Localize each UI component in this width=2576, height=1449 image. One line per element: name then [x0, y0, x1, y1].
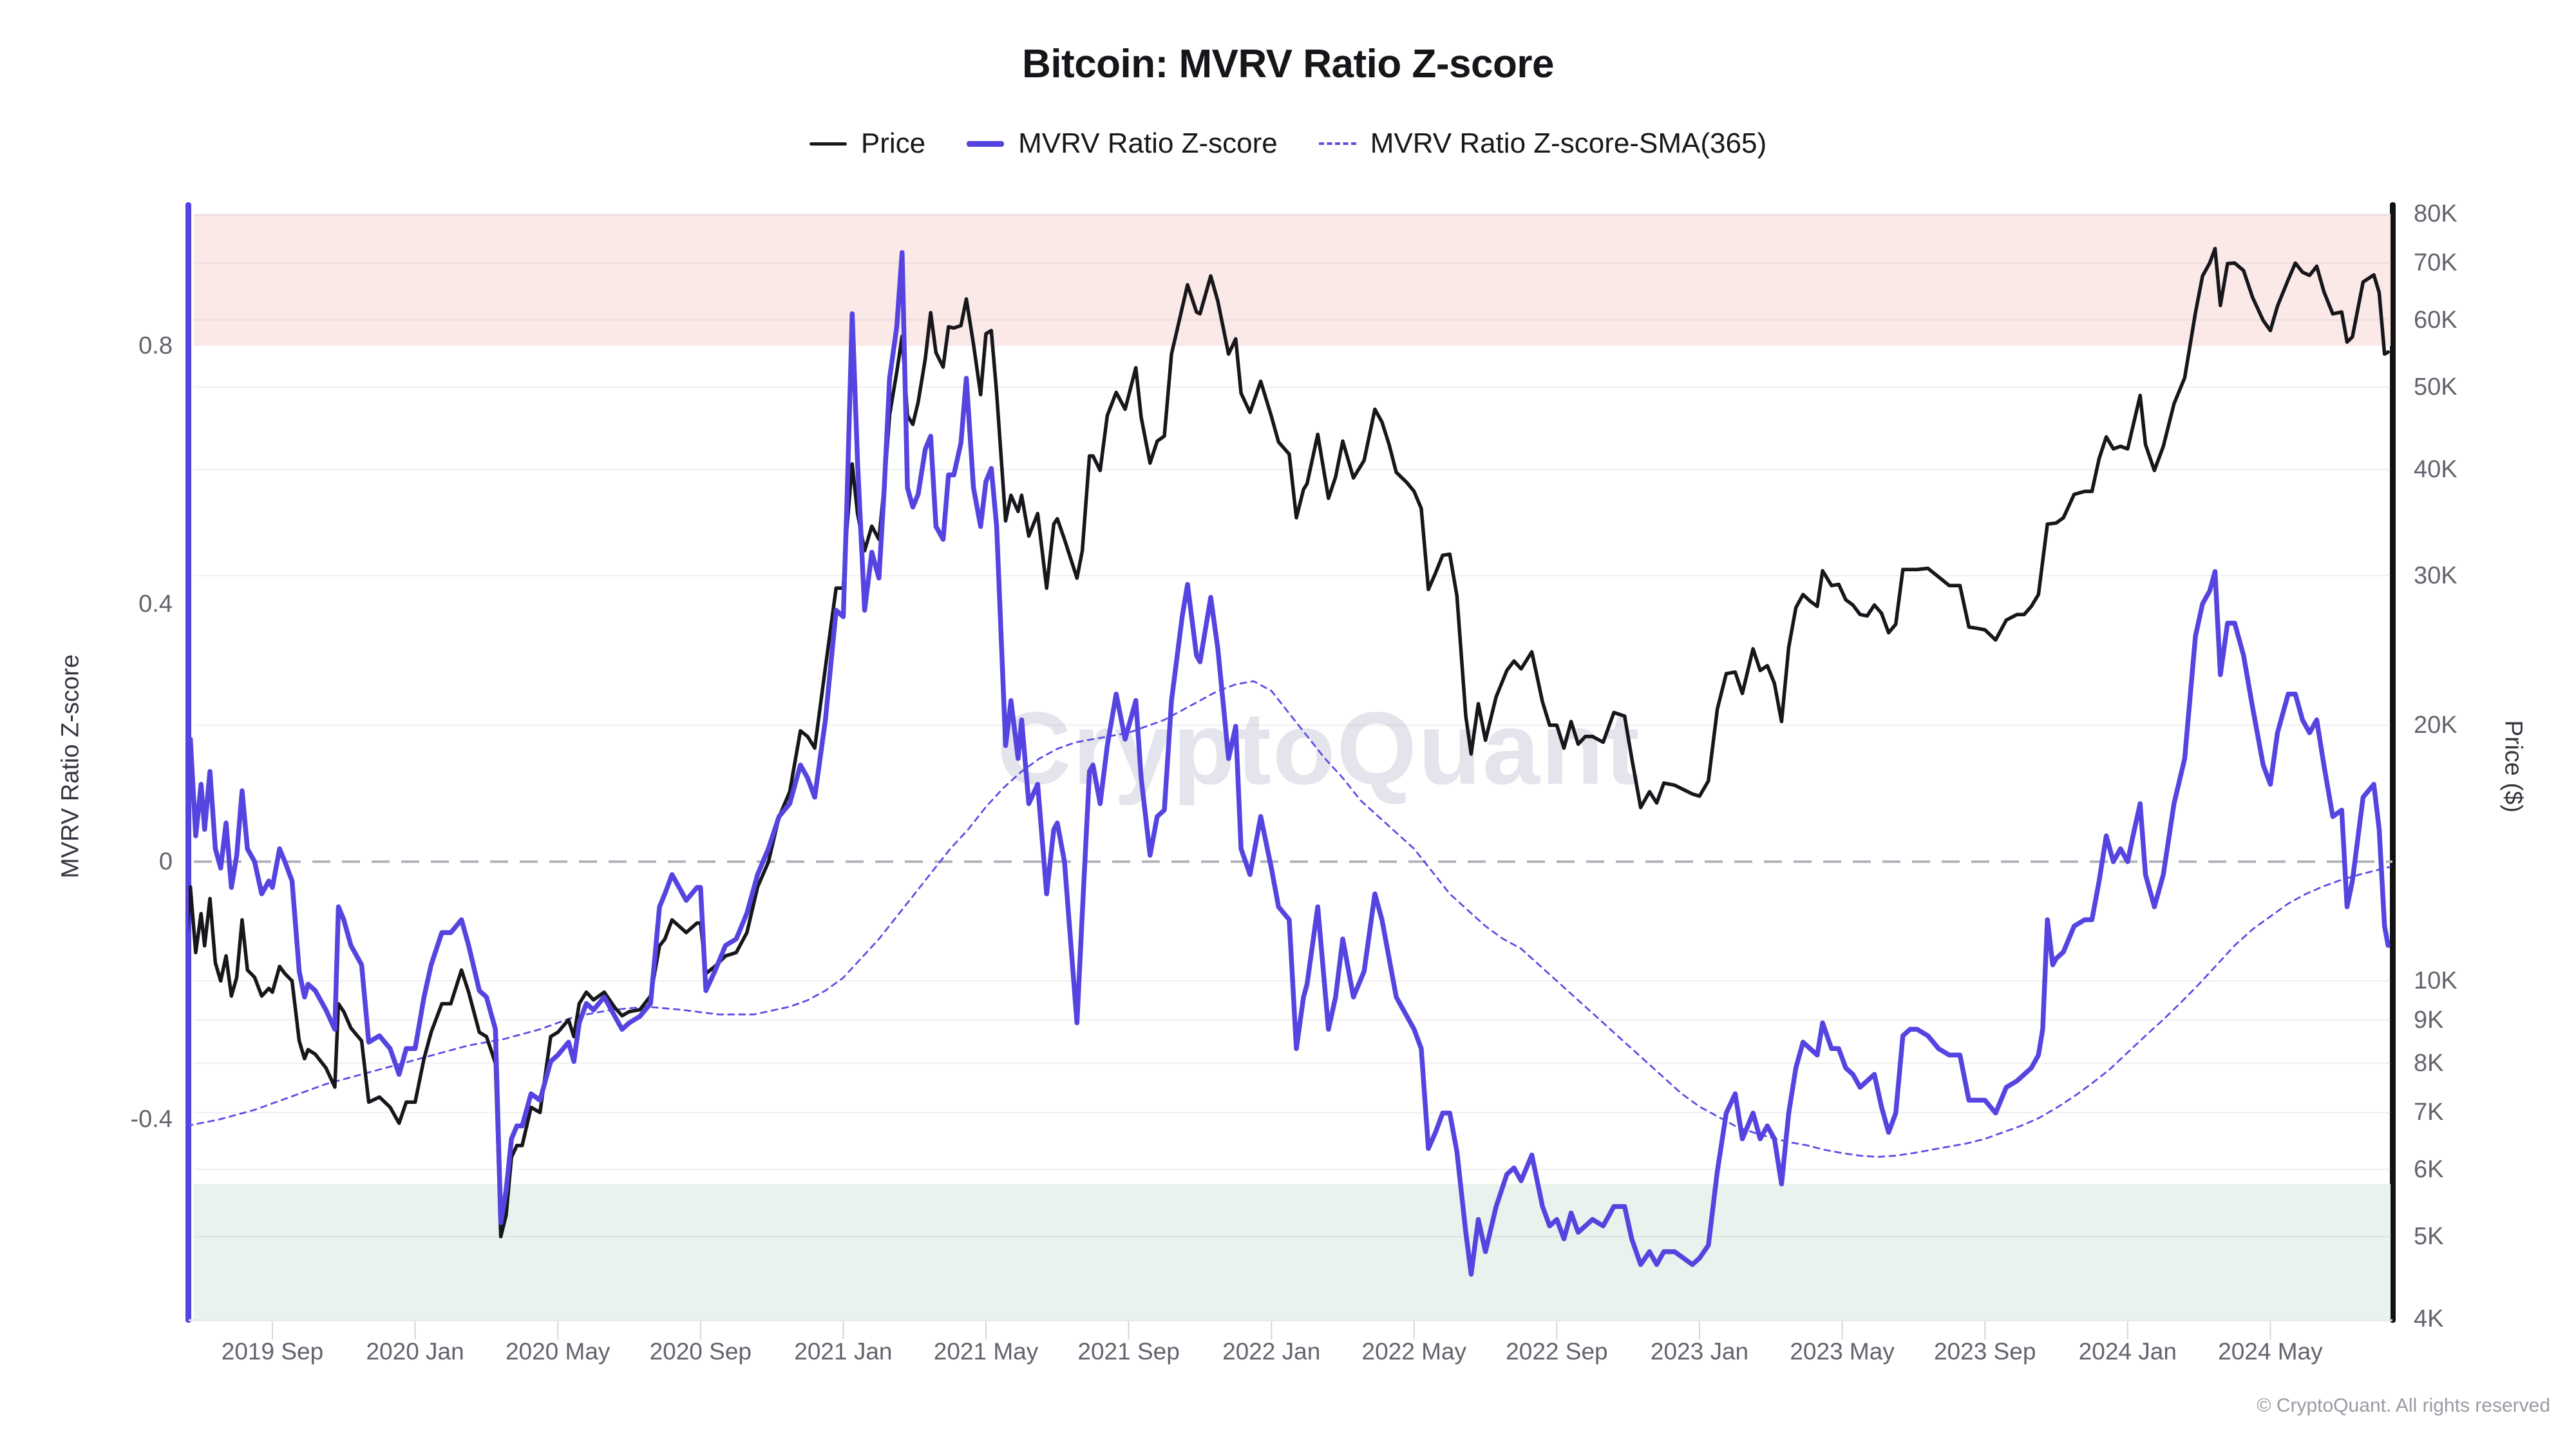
- left-axis-tick-label: -0.4: [130, 1106, 173, 1133]
- x-axis-tick-label: 2021 Sep: [1077, 1338, 1180, 1365]
- legend: Price MVRV Ratio Z-score MVRV Ratio Z-sc…: [0, 128, 2576, 160]
- x-axis-tick-label: 2023 May: [1790, 1338, 1895, 1365]
- left-axis-title: MVRV Ratio Z-score: [57, 654, 84, 878]
- undervalued-band: [194, 1184, 2391, 1319]
- x-axis-tick-label: 2023 Sep: [1933, 1338, 2036, 1365]
- right-axis-tick-label: 8K: [2414, 1050, 2444, 1077]
- left-axis-tick-label: 0.4: [138, 590, 173, 618]
- left-axis-tick-label: 0: [158, 848, 173, 875]
- copyright-text: © CryptoQuant. All rights reserved: [2257, 1395, 2550, 1416]
- x-axis-tick-label: 2022 Jan: [1222, 1338, 1321, 1365]
- right-axis-tick-label: 6K: [2414, 1155, 2444, 1183]
- right-axis-tick-label: 9K: [2414, 1006, 2444, 1034]
- x-axis-tick-label: 2021 Jan: [794, 1338, 893, 1365]
- right-axis-title: Price ($): [2499, 720, 2527, 813]
- x-axis-tick-label: 2020 May: [505, 1338, 611, 1365]
- page-title: Bitcoin: MVRV Ratio Z-score: [1022, 42, 1554, 86]
- x-axis-tick-label: 2020 Sep: [649, 1338, 752, 1365]
- legend-label: MVRV Ratio Z-score-SMA(365): [1370, 128, 1767, 159]
- x-axis-tick-label: 2020 Jan: [366, 1338, 464, 1365]
- sma-line-swatch-icon: [1318, 142, 1356, 145]
- right-axis-tick-label: 80K: [2414, 200, 2458, 227]
- x-axis-tick-label: 2024 May: [2218, 1338, 2323, 1365]
- x-axis-tick-label: 2022 May: [1361, 1338, 1467, 1365]
- right-axis-tick-label: 7K: [2414, 1099, 2444, 1126]
- right-axis-tick-label: 60K: [2414, 306, 2458, 334]
- x-axis-tick-label: 2022 Sep: [1506, 1338, 1608, 1365]
- legend-item-mvrv[interactable]: MVRV Ratio Z-score: [967, 128, 1278, 160]
- x-axis-tick-label: 2021 May: [933, 1338, 1039, 1365]
- right-axis-tick-label: 20K: [2414, 712, 2458, 739]
- series-mvrv-ratio-z-score: [189, 250, 2391, 1277]
- price-line-swatch-icon: [809, 142, 847, 146]
- right-axis-tick-label: 40K: [2414, 456, 2458, 484]
- left-axis-tick-label: 0.8: [138, 332, 173, 360]
- legend-label: MVRV Ratio Z-score: [1018, 128, 1278, 159]
- right-axis-tick-label: 70K: [2414, 249, 2458, 277]
- x-axis-tick-label: 2024 Jan: [2078, 1338, 2177, 1365]
- overvalued-band: [194, 214, 2391, 346]
- right-axis-tick-label: 10K: [2414, 967, 2458, 995]
- x-axis-tick-label: 2023 Jan: [1650, 1338, 1749, 1365]
- series-price: [189, 247, 2390, 1238]
- x-axis-tick-label: 2019 Sep: [221, 1338, 324, 1365]
- mvrv-line-swatch-icon: [967, 140, 1005, 147]
- legend-item-price[interactable]: Price: [809, 128, 926, 160]
- right-axis-bar: [2390, 202, 2396, 1323]
- right-axis-tick-label: 30K: [2414, 562, 2458, 589]
- plot-area[interactable]: [189, 214, 2392, 1354]
- right-axis-tick-label: 4K: [2414, 1305, 2444, 1333]
- legend-item-sma[interactable]: MVRV Ratio Z-score-SMA(365): [1318, 128, 1767, 160]
- legend-label: Price: [860, 128, 926, 159]
- right-axis-tick-label: 5K: [2414, 1223, 2444, 1251]
- series-mvrv-ratio-z-score-sma-365-: [189, 680, 2391, 1158]
- right-axis-tick-label: 50K: [2414, 374, 2458, 401]
